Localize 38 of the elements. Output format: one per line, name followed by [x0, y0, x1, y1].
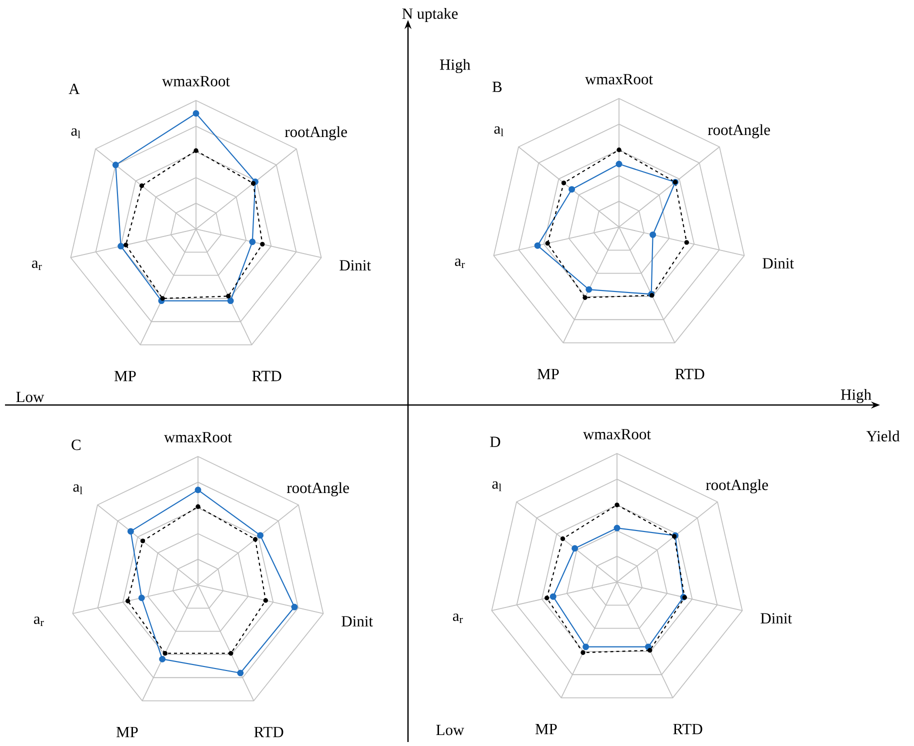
spoke-label: RTD: [252, 370, 282, 382]
spoke-label: MP: [535, 724, 557, 734]
spoke-label: MP: [114, 370, 136, 382]
spoke-label: a$_{r}$: [454, 258, 465, 268]
chart-title: A: [68, 84, 80, 94]
spoke-label: a$_{l}$: [71, 128, 80, 138]
spoke-label: rootAngle: [708, 124, 770, 138]
text: Low: [436, 724, 464, 736]
spoke-label: Dinit: [762, 258, 794, 269]
spoke-label: rootAngle: [286, 482, 349, 496]
spoke-label: Dinit: [340, 260, 371, 271]
text: High: [440, 58, 470, 74]
spoke-label: RTD: [254, 726, 284, 738]
spoke-label: a$_{r}$: [32, 260, 42, 270]
spoke-label: rootAngle: [284, 126, 347, 140]
text: N uptake: [402, 8, 458, 22]
spoke-label: RTD: [673, 724, 702, 734]
spoke-label: RTD: [675, 368, 704, 380]
spoke-label: a$_{l}$: [73, 484, 82, 494]
spoke-label: wmaxRoot: [583, 429, 651, 440]
chart-title: D: [490, 436, 500, 447]
text: Yield: [866, 430, 900, 442]
spoke-label: rootAngle: [706, 479, 768, 494]
spoke-label: MP: [116, 726, 138, 738]
chart-title: C: [72, 440, 80, 450]
spoke-label: a$_{l}$: [494, 126, 504, 136]
spoke-label: wmaxRoot: [162, 76, 230, 86]
text: High: [840, 388, 872, 404]
spoke-label: a$_{r}$: [34, 616, 44, 626]
spoke-label: wmaxRoot: [585, 74, 653, 84]
spoke-label: wmaxRoot: [164, 432, 232, 442]
spoke-label: Dinit: [760, 613, 792, 624]
text: Low: [16, 392, 44, 402]
spoke-label: Dinit: [342, 616, 373, 627]
spoke-label: a$_{r}$: [452, 614, 463, 624]
chart-title: B: [492, 82, 502, 92]
spoke-label: a$_{l}$: [492, 481, 502, 492]
spoke-label: MP: [537, 368, 559, 380]
